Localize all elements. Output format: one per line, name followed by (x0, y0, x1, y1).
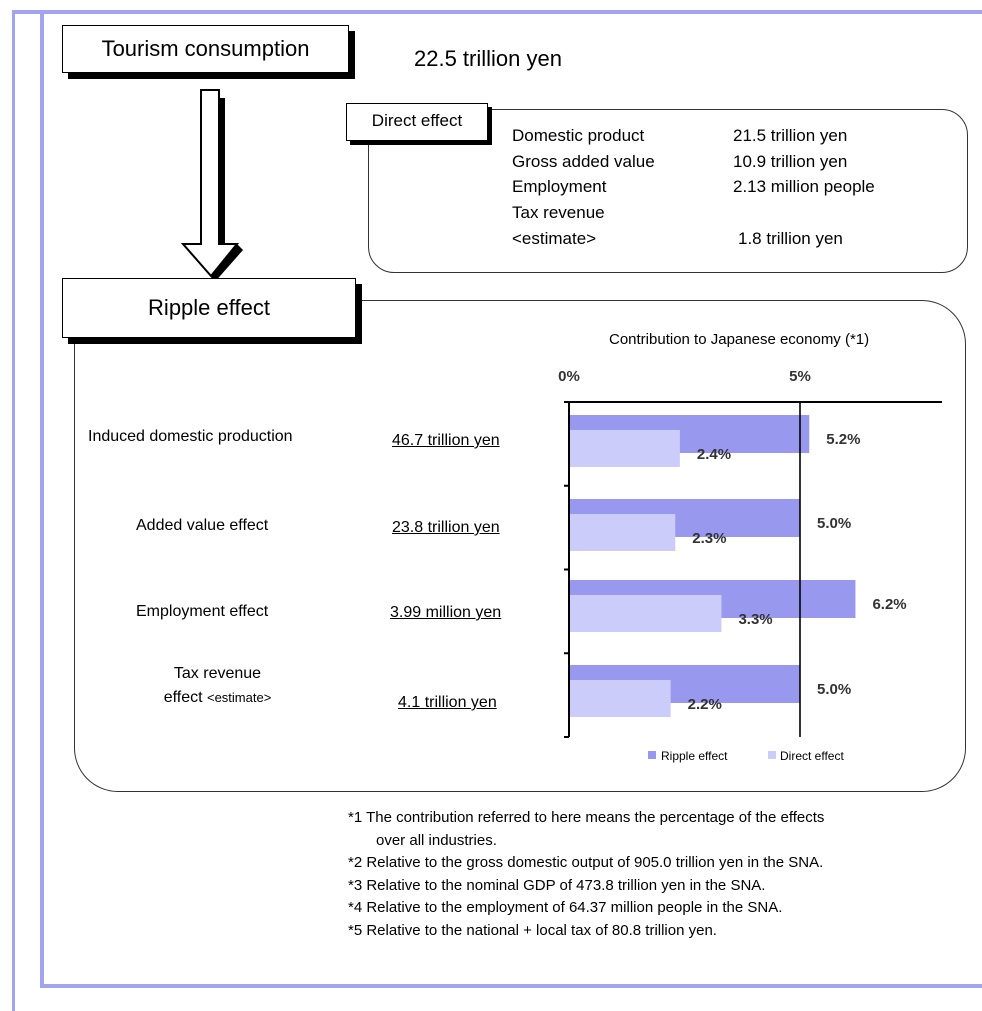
legend-swatch-ripple (648, 751, 656, 759)
label-direct-3: 2.2% (688, 696, 722, 713)
direct-effect-tab: Direct effect (346, 103, 488, 141)
x-tick-label-5pct: 5% (789, 368, 811, 385)
legend-swatch-direct (768, 751, 776, 759)
direct-label-tax-revenue: Tax revenue (512, 203, 605, 222)
footnote-5: *5 Relative to the national + local tax … (348, 921, 717, 939)
footnote-4: *4 Relative to the employment of 64.37 m… (348, 899, 783, 916)
bar-direct-2 (569, 595, 722, 632)
row-label-tax-line2: effect (163, 689, 203, 706)
label-direct-2: 3.3% (738, 611, 772, 628)
row-value-employment: 3.99 million yen (390, 604, 502, 621)
row-value-tax-revenue: 4.1 trillion yen (398, 694, 497, 711)
footnote-1: *1 The contribution referred to here mea… (348, 809, 825, 826)
footnote-1-continued: over all industries. (376, 831, 497, 849)
footnotes: *1 The contribution referred to here mea… (348, 807, 824, 942)
bar-direct-0 (569, 430, 680, 467)
legend-label-direct: Direct effect (780, 749, 844, 763)
frame-top-border (12, 10, 982, 14)
direct-value-employment: 2.13 million people (733, 177, 875, 196)
direct-label-domestic-product: Domestic product (512, 126, 645, 145)
row-label-tax-line1: Tax revenue (173, 665, 262, 682)
label-ripple-1: 5.0% (817, 515, 851, 532)
ripple-effect-box: Ripple effect (62, 278, 356, 338)
tourism-consumption-value: 22.5 trillion yen (414, 46, 562, 71)
direct-label-employment: Employment (512, 177, 607, 196)
bar-direct-3 (569, 680, 671, 717)
row-value-induced-production: 46.7 trillion yen (392, 432, 500, 449)
x-tick-label-0pct: 0% (558, 368, 580, 385)
label-ripple-2: 6.2% (872, 596, 906, 613)
bar-direct-1 (569, 514, 676, 551)
row-value-added-value: 23.8 trillion yen (392, 519, 500, 536)
chart-title: Contribution to Japanese economy (*1) (609, 331, 870, 348)
tourism-consumption-box: Tourism consumption (62, 25, 349, 73)
label-ripple-3: 5.0% (817, 681, 851, 698)
ripple-effect-panel (74, 300, 966, 792)
frame-left-border-inner (40, 10, 44, 988)
direct-value-tax-revenue: 1.8 trillion yen (738, 229, 843, 248)
row-label-employment: Employment effect (136, 603, 269, 620)
direct-value-domestic-product: 21.5 trillion yen (733, 126, 848, 145)
row-label-induced-production: Induced domestic production (88, 428, 293, 445)
frame-left-border-outer (12, 10, 15, 1011)
footnote-2: *2 Relative to the gross domestic output… (348, 854, 824, 871)
row-label-tax-revenue: Tax revenue effect <estimate> (120, 665, 315, 707)
contribution-bar-chart: 0% 5% 5.2% 2.4% 5.0% 2.3% 6.2% 3.3% 5.0% 2.2% Ripp… (558, 368, 942, 763)
row-label-tax-estimate: <estimate> (206, 690, 272, 705)
label-direct-0: 2.4% (697, 446, 731, 463)
direct-label-gross-added-value: Gross added value (512, 152, 655, 171)
label-direct-1: 2.3% (692, 530, 726, 547)
direct-value-gross-added-value: 10.9 trillion yen (733, 152, 848, 171)
footnote-3: *3 Relative to the nominal GDP of 473.8 … (348, 876, 766, 894)
label-ripple-0: 5.2% (826, 431, 860, 448)
legend-label-ripple: Ripple effect (661, 749, 728, 763)
frame-bottom-border (40, 984, 982, 988)
row-label-added-value: Added value effect (136, 517, 269, 534)
direct-label-estimate: <estimate> (512, 229, 597, 248)
